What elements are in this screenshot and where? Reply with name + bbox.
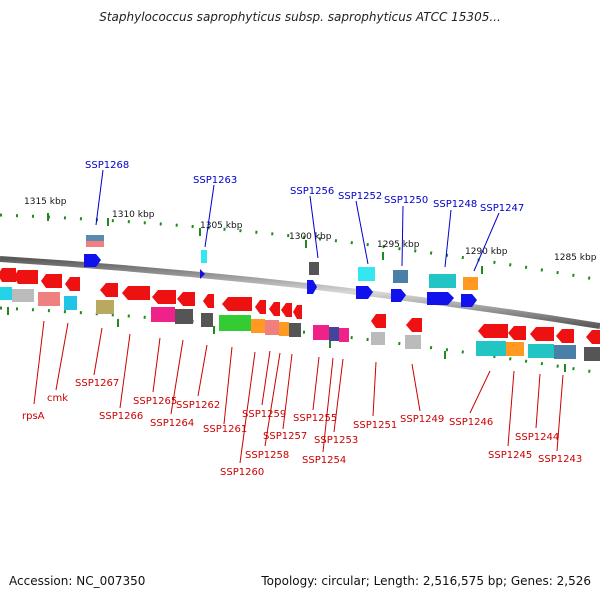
top-gene-labels: SSP1268 SSP1263 SSP1256 SSP1252 SSP1250 … — [85, 160, 524, 214]
map-title: Staphylococcus saprophyticus subsp. sapr… — [99, 10, 501, 24]
bottom-leader-lines — [33, 320, 564, 464]
gene-label: SSP1245 — [488, 450, 532, 461]
gene-label: SSP1264 — [150, 418, 194, 429]
reverse-strand-features — [0, 268, 600, 344]
genome-summary-text: Topology: circular; Length: 2,516,575 bp… — [261, 574, 591, 588]
scale-label: 1295 kbp — [377, 240, 420, 250]
scale-label: 1285 kbp — [554, 253, 597, 263]
major-ticks-inner — [7, 307, 566, 372]
scale-ring-outer — [0, 213, 600, 282]
arrow-forward — [84, 254, 101, 267]
accession-text: Accession: NC_007350 — [9, 574, 146, 588]
gene-label: SSP1268 — [85, 160, 129, 171]
gene-label: SSP1248 — [433, 199, 477, 210]
scale-label: 1310 kbp — [112, 210, 155, 220]
scale-label: 1305 kbp — [200, 221, 243, 231]
gene-label: SSP1244 — [515, 432, 559, 443]
gene-label: SSP1259 — [242, 409, 286, 420]
bottom-gene-labels: rpsA cmk SSP1267 SSP1266 SSP1265 SSP1264… — [22, 378, 582, 478]
gene-label: SSP1255 — [293, 413, 337, 424]
scale-label: 1315 kbp — [24, 197, 67, 207]
forward-strand-features — [84, 235, 478, 307]
gene-label: rpsA — [22, 411, 45, 422]
gene-label: SSP1266 — [99, 411, 143, 422]
gene-label: SSP1249 — [400, 414, 444, 425]
gene-label: SSP1243 — [538, 454, 582, 465]
gene-label: SSP1250 — [384, 195, 428, 206]
scale-labels: 1315 kbp 1310 kbp 1305 kbp 1300 kbp 1295… — [24, 197, 597, 263]
gene-label: SSP1267 — [75, 378, 119, 389]
gene-label: cmk — [47, 393, 68, 404]
gene-label: SSP1253 — [314, 435, 358, 446]
gene-label: SSP1260 — [220, 467, 264, 478]
gene-label: SSP1257 — [263, 431, 307, 442]
gene-label: SSP1254 — [302, 455, 346, 466]
gene-label: SSP1252 — [338, 191, 382, 202]
gene-label: SSP1265 — [133, 396, 177, 407]
scale-label: 1290 kbp — [465, 247, 508, 257]
gene-label: SSP1261 — [203, 424, 247, 435]
gene-label: SSP1256 — [290, 186, 334, 197]
scale-label: 1300 kbp — [289, 232, 332, 242]
gene-label: SSP1262 — [176, 400, 220, 411]
gene-label: SSP1251 — [353, 420, 397, 431]
gene-label: SSP1246 — [449, 417, 493, 428]
gene-label: SSP1258 — [245, 450, 289, 461]
reverse-strand-annotations — [0, 287, 600, 361]
major-ticks-outer — [47, 213, 483, 274]
gene-label: SSP1247 — [480, 203, 524, 214]
top-leader-lines — [95, 169, 500, 272]
gene-label: SSP1263 — [193, 175, 237, 186]
